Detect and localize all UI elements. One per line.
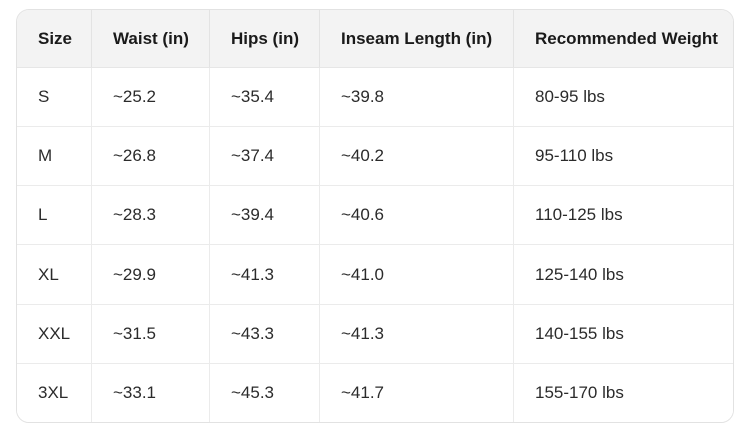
column-header-size: Size: [17, 10, 92, 68]
column-header-inseam: Inseam Length (in): [320, 10, 514, 68]
cell-weight: 155-170 lbs: [514, 363, 733, 422]
cell-size: M: [17, 127, 92, 187]
cell-size: XL: [17, 245, 92, 305]
cell-size: L: [17, 186, 92, 246]
column-header-weight: Recommended Weight: [514, 10, 733, 68]
cell-waist: ~33.1: [92, 363, 210, 422]
table-row-xl: XL ~29.9 ~41.3 ~41.0 125-140 lbs: [17, 245, 733, 305]
column-header-hips: Hips (in): [210, 10, 320, 68]
cell-inseam: ~40.6: [320, 186, 514, 246]
size-chart-table: Size Waist (in) Hips (in) Inseam Length …: [17, 10, 733, 422]
header-row: Size Waist (in) Hips (in) Inseam Length …: [17, 10, 733, 68]
table-row-m: M ~26.8 ~37.4 ~40.2 95-110 lbs: [17, 127, 733, 187]
table-row-l: L ~28.3 ~39.4 ~40.6 110-125 lbs: [17, 186, 733, 246]
column-header-waist: Waist (in): [92, 10, 210, 68]
cell-size: 3XL: [17, 363, 92, 422]
cell-weight: 140-155 lbs: [514, 304, 733, 364]
cell-hips: ~37.4: [210, 127, 320, 187]
cell-inseam: ~41.7: [320, 363, 514, 422]
cell-inseam: ~39.8: [320, 68, 514, 128]
cell-hips: ~43.3: [210, 304, 320, 364]
table-row-s: S ~25.2 ~35.4 ~39.8 80-95 lbs: [17, 68, 733, 128]
cell-size: XXL: [17, 304, 92, 364]
cell-hips: ~41.3: [210, 245, 320, 305]
cell-weight: 125-140 lbs: [514, 245, 733, 305]
cell-weight: 80-95 lbs: [514, 68, 733, 128]
cell-weight: 95-110 lbs: [514, 127, 733, 187]
cell-hips: ~39.4: [210, 186, 320, 246]
table-row-3xl: 3XL ~33.1 ~45.3 ~41.7 155-170 lbs: [17, 363, 733, 422]
cell-waist: ~26.8: [92, 127, 210, 187]
cell-waist: ~31.5: [92, 304, 210, 364]
cell-inseam: ~41.3: [320, 304, 514, 364]
cell-hips: ~45.3: [210, 363, 320, 422]
cell-inseam: ~40.2: [320, 127, 514, 187]
cell-inseam: ~41.0: [320, 245, 514, 305]
cell-size: S: [17, 68, 92, 128]
cell-hips: ~35.4: [210, 68, 320, 128]
cell-weight: 110-125 lbs: [514, 186, 733, 246]
cell-waist: ~25.2: [92, 68, 210, 128]
cell-waist: ~29.9: [92, 245, 210, 305]
cell-waist: ~28.3: [92, 186, 210, 246]
table-row-xxl: XXL ~31.5 ~43.3 ~41.3 140-155 lbs: [17, 304, 733, 364]
size-chart-card: Size Waist (in) Hips (in) Inseam Length …: [16, 9, 734, 423]
